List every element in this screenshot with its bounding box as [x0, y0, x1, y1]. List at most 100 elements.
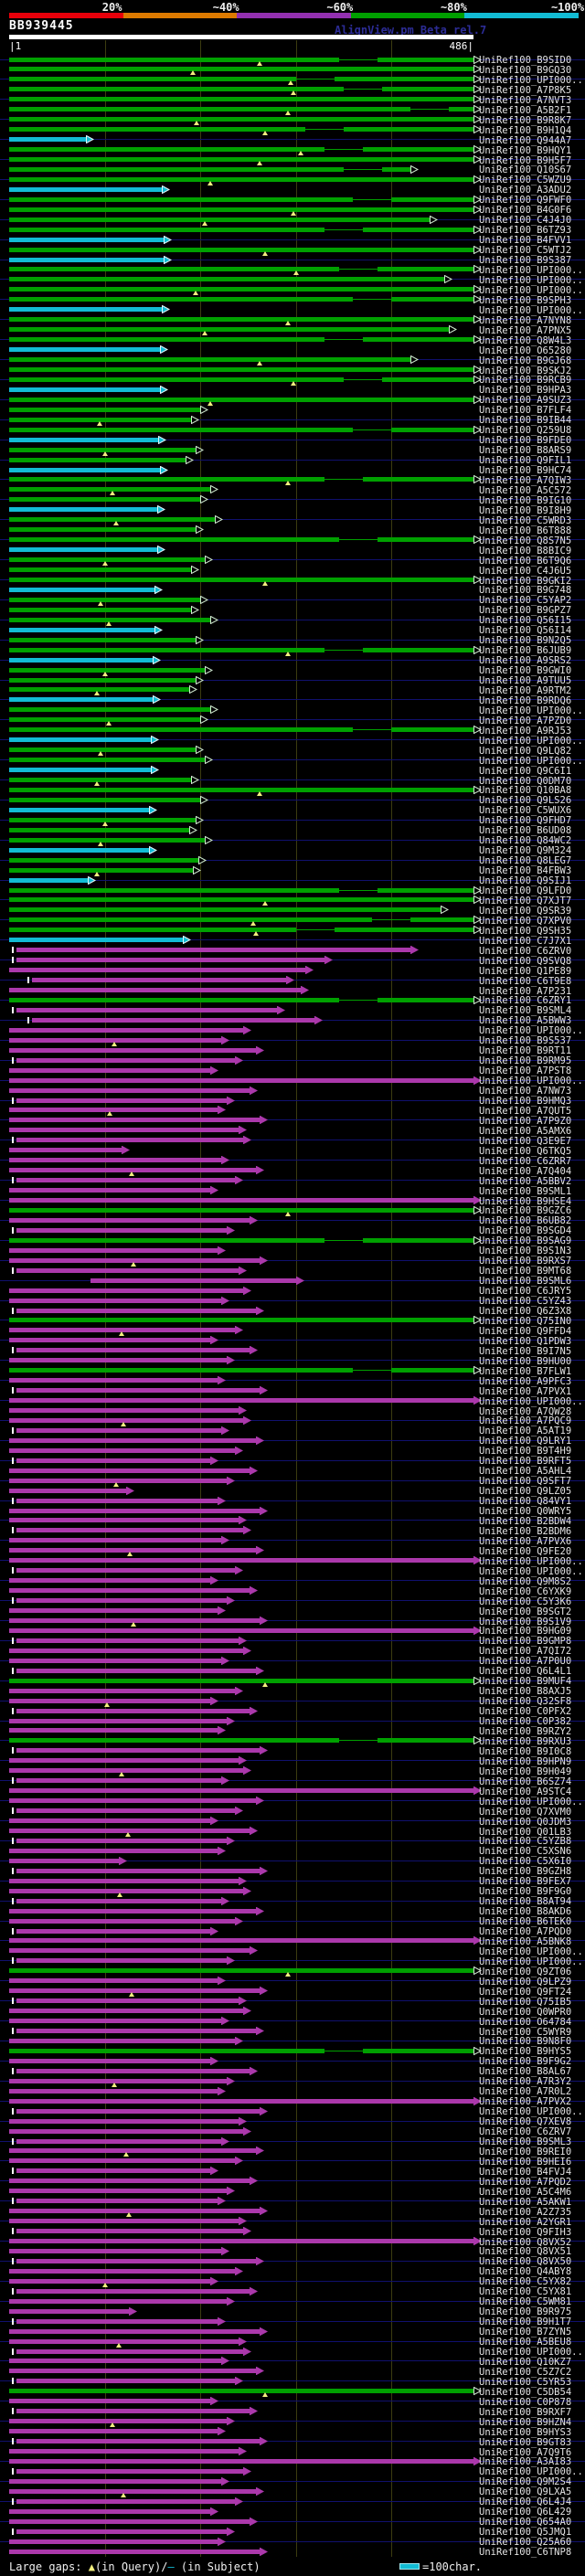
alignment-bar[interactable] [9, 677, 196, 683]
row-label[interactable]: UniRef100_UPI000.. [479, 264, 583, 276]
row-label[interactable]: UniRef100_UPI000.. [479, 1796, 583, 1807]
row-label[interactable]: UniRef100_B9HEI6 [479, 2156, 572, 2168]
alignment-bar[interactable] [9, 607, 191, 612]
row-label[interactable]: UniRef100_A7PZD0 [479, 715, 572, 726]
row-label[interactable]: UniRef100_B6UB82 [479, 1215, 572, 1227]
row-label[interactable]: UniRef100_Q6Z3X8 [479, 1306, 572, 1317]
alignment-bar[interactable] [9, 67, 474, 72]
row-label[interactable]: UniRef100_A7R0L2 [479, 2086, 572, 2098]
alignment-bar[interactable] [9, 707, 210, 713]
alignment-bar[interactable] [9, 166, 344, 172]
row-label[interactable]: UniRef100_B9IB44 [479, 415, 572, 427]
row-label[interactable]: UniRef100_Q9SH35 [479, 925, 572, 937]
alignment-bar[interactable] [16, 1808, 235, 1814]
alignment-bar[interactable] [16, 1668, 256, 1673]
alignment-bar[interactable] [362, 647, 473, 652]
alignment-bar[interactable] [9, 1627, 474, 1633]
row-label[interactable]: UniRef100_A7PVX2 [479, 2096, 572, 2108]
alignment-bar[interactable] [9, 907, 441, 913]
alignment-bar[interactable] [9, 2549, 260, 2554]
row-label[interactable]: UniRef100_Q6L429 [479, 2507, 572, 2518]
alignment-bar[interactable] [9, 427, 354, 432]
alignment-bar[interactable] [362, 2048, 473, 2053]
alignment-bar[interactable] [9, 467, 161, 472]
row-label[interactable]: UniRef100_B9REI0 [479, 2146, 572, 2157]
alignment-bar[interactable] [9, 517, 215, 523]
alignment-bar[interactable] [16, 2379, 235, 2384]
alignment-bar[interactable] [9, 2189, 228, 2194]
alignment-bar[interactable] [16, 2318, 218, 2324]
alignment-bar[interactable] [9, 637, 196, 642]
row-label[interactable]: UniRef100_A7Q9T6 [479, 2446, 572, 2458]
alignment-bar[interactable] [9, 1158, 222, 1163]
row-label[interactable]: UniRef100_B9RT11 [479, 1045, 572, 1057]
alignment-bar[interactable] [9, 537, 339, 543]
row-label[interactable]: UniRef100_A2YGR1 [479, 2216, 572, 2228]
row-label[interactable]: UniRef100_O64784 [479, 2016, 572, 2028]
alignment-bar[interactable] [9, 2399, 210, 2404]
row-label[interactable]: UniRef100_B8AKD6 [479, 1906, 572, 1918]
row-label[interactable]: UniRef100_B9RM95 [479, 1055, 572, 1067]
row-label[interactable]: UniRef100_C0P382 [479, 1716, 572, 1728]
alignment-bar[interactable] [9, 557, 206, 563]
row-label[interactable]: UniRef100_Q84VY1 [479, 1496, 572, 1508]
alignment-bar[interactable] [9, 1918, 235, 1924]
row-label[interactable]: UniRef100_B9RFT5 [479, 1456, 572, 1468]
alignment-bar[interactable] [9, 1988, 260, 1994]
alignment-bar[interactable] [9, 1257, 260, 1263]
alignment-bar[interactable] [9, 2539, 218, 2544]
row-label[interactable]: UniRef100_Q9FIH3 [479, 2226, 572, 2238]
row-label[interactable]: UniRef100_C5YZ43 [479, 1296, 572, 1308]
row-label[interactable]: UniRef100_Q7XJT7 [479, 895, 572, 906]
row-label[interactable]: UniRef100_C5YAP2 [479, 595, 572, 607]
alignment-bar[interactable] [9, 997, 339, 1002]
alignment-bar[interactable] [9, 758, 206, 763]
alignment-bar[interactable] [9, 1588, 250, 1594]
row-label[interactable]: UniRef100_A5AT19 [479, 1426, 572, 1437]
row-label[interactable]: UniRef100_A7PNX5 [479, 324, 572, 336]
alignment-bar[interactable] [9, 1128, 239, 1133]
row-label[interactable]: UniRef100_Q9FE20 [479, 1545, 572, 1557]
row-label[interactable]: UniRef100_Q0WRY5 [479, 1506, 572, 1518]
row-label[interactable]: UniRef100_B9GZC6 [479, 1205, 572, 1217]
row-label[interactable]: UniRef100_B9HSE4 [479, 1195, 572, 1207]
alignment-bar[interactable] [16, 1138, 244, 1143]
alignment-bar[interactable] [9, 1518, 239, 1523]
row-label[interactable]: UniRef100_A5BBV2 [479, 1175, 572, 1187]
alignment-bar[interactable] [16, 1868, 260, 1873]
alignment-bar[interactable] [377, 887, 473, 893]
row-label[interactable]: UniRef100_B9SPH3 [479, 294, 572, 306]
row-label[interactable]: UniRef100_C5YX82 [479, 2276, 572, 2288]
alignment-bar[interactable] [9, 2158, 235, 2164]
row-label[interactable]: UniRef100_Q8W4L3 [479, 334, 572, 346]
row-label[interactable]: UniRef100_B9GMP8 [479, 1636, 572, 1648]
alignment-bar[interactable] [9, 1087, 250, 1093]
alignment-bar[interactable] [9, 1368, 354, 1373]
row-label[interactable]: UniRef100_A7P0U0 [479, 1656, 572, 1668]
row-label[interactable]: UniRef100_C6YXK9 [479, 1585, 572, 1597]
row-label[interactable]: UniRef100_B9S537 [479, 1035, 572, 1047]
row-label[interactable]: UniRef100_C6ZRY1 [479, 995, 572, 1007]
row-label[interactable]: UniRef100_B6TEK0 [479, 1916, 572, 1928]
row-label[interactable]: UniRef100_Q9M8S2 [479, 1575, 572, 1587]
alignment-bar[interactable] [9, 1037, 222, 1043]
alignment-bar[interactable] [9, 357, 411, 363]
alignment-bar[interactable] [9, 1818, 210, 1824]
row-label[interactable]: UniRef100_C5WZU9 [479, 175, 572, 186]
row-label[interactable]: UniRef100_B7FLF4 [479, 405, 572, 417]
row-label[interactable]: UniRef100_UPI000.. [479, 1945, 583, 1957]
alignment-bar[interactable] [9, 1298, 222, 1303]
alignment-bar[interactable] [362, 227, 473, 232]
alignment-bar[interactable] [9, 1829, 250, 1833]
row-label[interactable]: UniRef100_Q9LFD0 [479, 885, 572, 897]
alignment-bar[interactable] [9, 1858, 120, 1863]
row-label[interactable]: UniRef100_B9S1N3 [479, 1246, 572, 1257]
alignment-bar[interactable] [16, 1388, 260, 1394]
row-label[interactable]: UniRef100_Q8S7N5 [479, 535, 572, 546]
alignment-bar[interactable] [9, 217, 430, 222]
alignment-bar[interactable] [9, 157, 474, 163]
alignment-bar[interactable] [391, 196, 473, 202]
alignment-bar[interactable] [9, 1848, 218, 1853]
row-label[interactable]: UniRef100_B9RXU3 [479, 1735, 572, 1747]
row-label[interactable]: UniRef100_B8AT94 [479, 1896, 572, 1908]
